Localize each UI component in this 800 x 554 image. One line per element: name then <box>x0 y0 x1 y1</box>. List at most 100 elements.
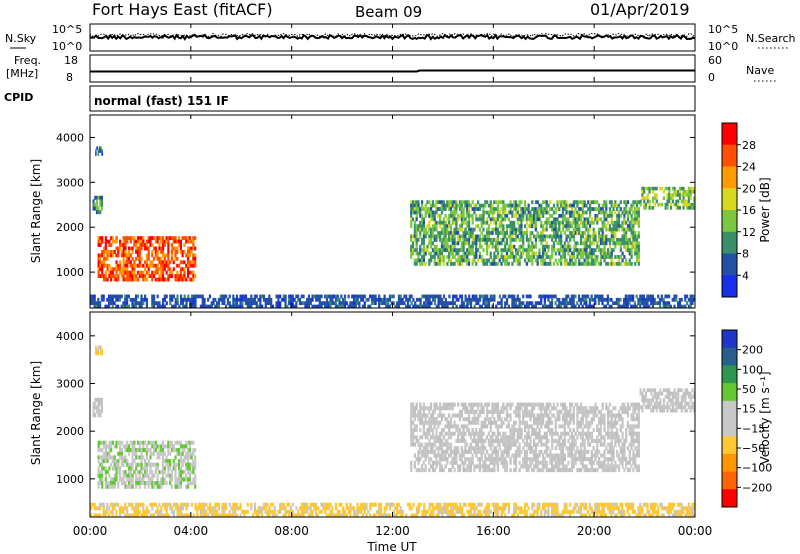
heatmap-cell <box>307 294 311 299</box>
heatmap-cell <box>493 294 496 299</box>
heatmap-cell <box>579 402 583 407</box>
heatmap-cell <box>419 297 422 302</box>
heatmap-cell <box>153 301 156 306</box>
heatmap-cell <box>516 449 519 454</box>
heatmap-cell <box>554 438 557 443</box>
heatmap-cell <box>513 244 516 249</box>
heatmap-cell <box>616 220 619 225</box>
heatmap-cell <box>605 210 608 215</box>
heatmap-cell <box>161 253 165 258</box>
heatmap-cell <box>583 468 586 473</box>
heatmap-cell <box>605 224 608 229</box>
heatmap-cell <box>513 428 516 433</box>
heatmap-cell <box>172 448 175 453</box>
heatmap-cell <box>520 244 523 249</box>
heatmap-cell <box>605 402 608 407</box>
heatmap-cell <box>439 234 442 239</box>
heatmap-cell <box>102 455 106 460</box>
heatmap-cell <box>399 294 402 299</box>
heatmap-cell <box>467 420 471 425</box>
heatmap-cell <box>592 258 595 263</box>
heatmap-cell <box>484 241 487 246</box>
heatmap-cell <box>601 435 604 440</box>
heatmap-cell <box>172 459 175 464</box>
heatmap-cell <box>169 267 172 272</box>
heatmap-cell <box>109 301 113 306</box>
heatmap-cell <box>482 234 485 239</box>
heatmap-cell <box>489 457 492 462</box>
heatmap-cell <box>608 446 612 451</box>
heatmap-cell <box>558 446 561 451</box>
heatmap-cell <box>144 466 147 471</box>
heatmap-cell <box>176 294 179 299</box>
heatmap-cell <box>652 206 655 210</box>
heatmap-cell <box>569 435 572 440</box>
heatmap-cell <box>495 217 498 222</box>
heatmap-cell <box>372 301 375 306</box>
heatmap-cell <box>324 294 327 299</box>
heatmap-cell <box>462 428 465 433</box>
heatmap-cell <box>94 202 97 207</box>
heatmap-cell <box>381 301 384 306</box>
heatmap-cell <box>599 435 603 440</box>
heatmap-cell <box>625 210 628 215</box>
heatmap-cell <box>119 246 122 251</box>
heatmap-cell <box>495 237 498 242</box>
heatmap-cell <box>186 440 190 445</box>
heatmap-cell <box>581 203 584 208</box>
heatmap-cell <box>119 440 122 445</box>
heatmap-cell <box>99 401 102 406</box>
heatmap-cell <box>444 304 447 309</box>
heatmap-cell <box>598 234 601 239</box>
heatmap-cell <box>453 210 456 215</box>
heatmap-cell <box>551 468 554 473</box>
heatmap-cell <box>509 442 512 447</box>
heatmap-cell <box>634 220 637 225</box>
heatmap-cell <box>621 220 624 225</box>
heatmap-cell <box>109 294 113 299</box>
heatmap-cell <box>511 428 514 433</box>
heatmap-cell <box>624 297 627 302</box>
heatmap-cell <box>489 203 492 208</box>
heatmap-cell <box>626 301 629 306</box>
heatmap-cell <box>464 431 467 436</box>
heatmap-cell <box>466 261 469 266</box>
heatmap-cell <box>448 251 451 256</box>
heatmap-cell <box>592 231 595 235</box>
heatmap-cell <box>574 231 577 235</box>
heatmap-cell <box>444 406 447 411</box>
heatmap-cell <box>639 199 642 204</box>
heatmap-cell <box>587 431 590 436</box>
heatmap-cell <box>594 261 597 266</box>
heatmap-cell <box>561 244 565 249</box>
heatmap-cell <box>119 466 122 471</box>
heatmap-cell <box>167 444 170 449</box>
heatmap-cell <box>325 297 329 302</box>
heatmap-cell <box>250 301 253 306</box>
heatmap-cell <box>522 213 525 218</box>
heatmap-cell <box>457 227 460 232</box>
heatmap-cell <box>142 473 145 478</box>
heatmap-cell <box>610 248 613 253</box>
heatmap-cell <box>581 438 584 443</box>
heatmap-cell <box>232 301 235 306</box>
heatmap-cell <box>458 224 462 229</box>
heatmap-cell <box>538 453 541 458</box>
heatmap-cell <box>603 420 606 425</box>
heatmap-cell <box>459 294 462 299</box>
heatmap-cell <box>520 234 523 239</box>
heatmap-cell <box>505 261 509 266</box>
heatmap-cell <box>622 301 626 306</box>
heatmap-cell <box>523 200 527 205</box>
heatmap-cell <box>570 203 574 208</box>
heatmap-cell <box>433 217 436 222</box>
heatmap-cell <box>163 267 166 272</box>
heatmap-cell <box>97 152 100 156</box>
heatmap-cell <box>467 234 471 239</box>
heatmap-cell <box>140 304 143 309</box>
heatmap-cell <box>558 435 561 440</box>
heatmap-cell <box>453 402 456 407</box>
heatmap-cell <box>176 477 179 482</box>
heatmap-cell <box>590 234 593 239</box>
heatmap-cell <box>324 304 327 309</box>
